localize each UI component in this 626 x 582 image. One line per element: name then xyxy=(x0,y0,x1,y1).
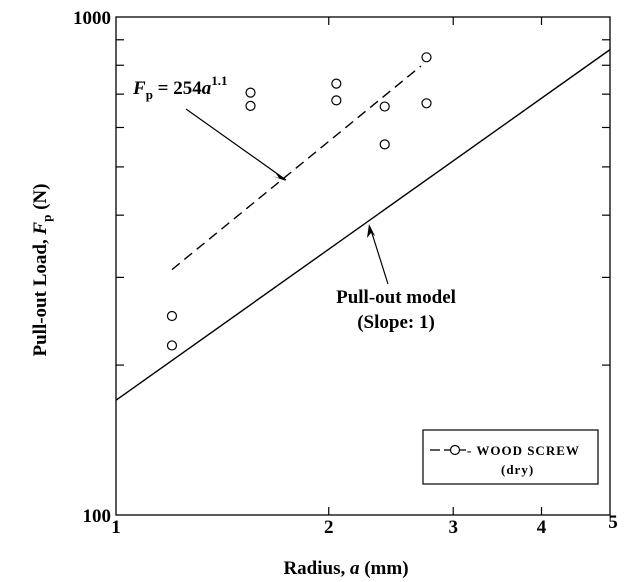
equation-annotation: Fp = 254a1.1 xyxy=(132,73,228,102)
y-axis-label: Pull-out Load, Fp (N) xyxy=(30,183,54,356)
x-tick-label: 4 xyxy=(537,517,547,538)
pullout-model-line xyxy=(115,49,611,401)
axis-ticks xyxy=(116,17,610,515)
data-point xyxy=(379,101,390,112)
x-tick-label: 2 xyxy=(324,517,334,538)
data-point xyxy=(421,52,432,63)
legend-marker xyxy=(449,444,461,456)
data-point xyxy=(331,78,342,89)
data-points xyxy=(166,52,432,351)
data-point xyxy=(421,98,432,109)
x-tick-label: 1 xyxy=(111,517,121,538)
legend-box xyxy=(422,429,599,485)
data-point xyxy=(331,95,342,106)
y-tick-label: 100 xyxy=(83,506,112,527)
fit-line-dashed xyxy=(171,65,422,271)
legend: - WOOD SCREW (dry) xyxy=(422,429,599,485)
legend-label: - WOOD SCREW xyxy=(467,443,580,458)
legend-sublabel: (dry) xyxy=(501,462,534,477)
equation-arrowhead xyxy=(272,172,286,181)
data-point xyxy=(166,310,178,322)
y-tick-label: 1000 xyxy=(73,8,111,29)
fit-lines xyxy=(115,49,611,401)
data-point xyxy=(166,340,178,351)
model-arrowhead xyxy=(367,224,375,238)
plot-frame xyxy=(115,16,611,516)
model-annotation-line1: Pull-out model xyxy=(336,287,456,308)
model-arrow xyxy=(369,226,389,285)
x-tick-label: 3 xyxy=(448,517,458,538)
data-point xyxy=(245,87,256,98)
x-tick-label: 5 xyxy=(608,512,618,533)
model-annotation-line2: (Slope: 1) xyxy=(357,312,435,333)
equation-arrow xyxy=(185,108,287,181)
data-point xyxy=(379,139,390,150)
data-point xyxy=(245,100,256,111)
x-axis-label: Radius, a (mm) xyxy=(283,558,408,579)
axis-tick-labels: 1 2 3 4 5 100 1000 xyxy=(73,8,618,538)
